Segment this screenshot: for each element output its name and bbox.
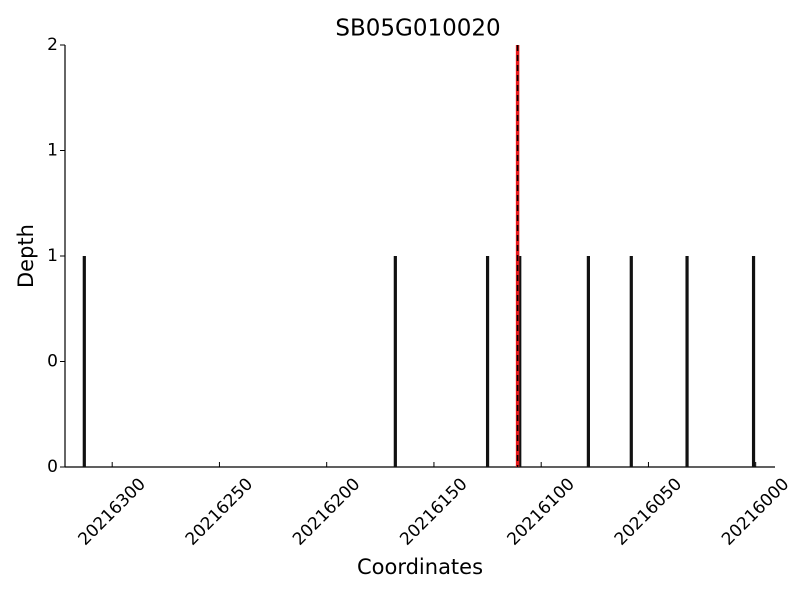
bar (485, 256, 490, 467)
x-tick-label: 20216100 (504, 474, 579, 549)
y-tick-label: 2 (47, 35, 58, 55)
y-tick-label: 0 (47, 352, 58, 372)
bar (629, 256, 633, 467)
chart-title: SB05G010020 (335, 16, 500, 42)
x-tick-label: 20216050 (611, 474, 686, 549)
x-tick-label: 20216300 (75, 474, 150, 549)
bar (518, 256, 522, 467)
bar (393, 256, 397, 467)
x-axis-label: Coordinates (357, 555, 483, 579)
y-tick-label: 1 (47, 141, 58, 161)
x-tick-label: 20216200 (289, 474, 364, 549)
bar (82, 256, 86, 467)
y-tick-label: 0 (47, 457, 58, 477)
y-tick-label: 1 (47, 246, 58, 266)
x-tick-label: 20216000 (718, 474, 793, 549)
bar (586, 256, 590, 467)
x-tick-label: 20216150 (396, 474, 471, 549)
bar (751, 256, 756, 467)
x-tick-label: 20216250 (182, 474, 257, 549)
bar (685, 256, 689, 467)
y-axis-label: Depth (14, 224, 38, 288)
